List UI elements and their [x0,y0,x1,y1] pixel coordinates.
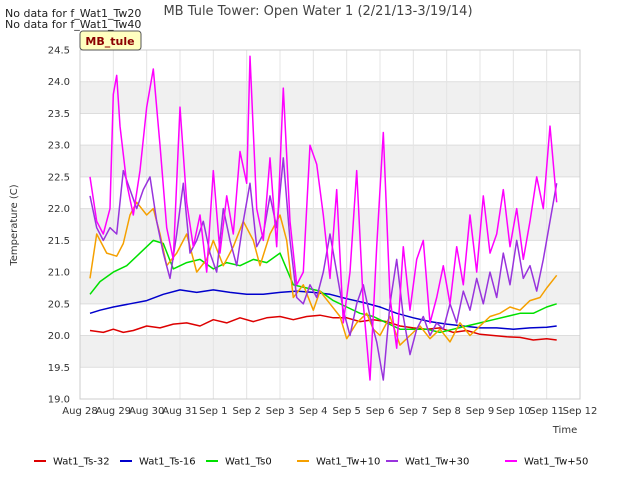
y-tick-label: 19.5 [48,363,70,374]
plot-background [80,81,580,368]
legend-label: Wat1_Tw+50 [524,457,588,468]
x-tick-label: Sep 8 [432,406,460,417]
no-data-note-2: No data for f_Wat1_Tw40 [5,18,142,31]
x-tick-label: Aug 28 [62,406,97,417]
site-badge: MB_tule [79,30,142,51]
legend-label: Wat1_Tw+30 [405,457,469,468]
x-tick-label: Sep 7 [399,406,427,417]
grid-band [80,335,580,368]
x-tick-label: Sep 6 [366,406,394,417]
x-tick-label: Sep 4 [299,406,327,417]
legend-label: Wat1_Tw+10 [316,457,380,468]
x-tick-label: Aug 30 [129,406,164,417]
chart-title: MB Tule Tower: Open Water 1 (2/21/13-3/1… [163,4,472,19]
y-tick-label: 22.0 [48,204,70,215]
x-tick-label: Sep 9 [466,406,494,417]
y-tick-label: 21.0 [48,268,70,279]
legend-label: Wat1_Ts-16 [139,457,196,468]
y-tick-label: 20.0 [48,331,70,342]
plot-frame [79,49,581,400]
series-line-Wat1_Tw+30 [89,157,558,381]
x-tick-label: Sep 12 [563,406,598,417]
no-data-note-1: No data for f_Wat1_Tw20 [5,7,142,20]
y-tick-label: 22.5 [48,172,70,183]
grid-band [80,145,580,177]
y-tick-label: 23.0 [48,141,70,152]
x-tick-label: Sep 5 [332,406,360,417]
y-tick-label: 20.5 [48,299,70,310]
x-tick-label: Aug 31 [162,406,197,417]
y-tick-label: 24.0 [48,77,70,88]
x-tick-label: Aug 29 [96,406,131,417]
y-tick-label: 23.5 [48,109,70,120]
y-tick-label: 19.0 [48,395,70,406]
x-tick-label: Sep 10 [496,406,531,417]
series-line-Wat1_Ts-32 [89,314,557,341]
grid-band [80,81,580,114]
x-tick-label: Sep 2 [232,406,260,417]
legend-label: Wat1_Ts0 [225,457,272,468]
x-tick-label: Sep 3 [266,406,294,417]
y-axis-ticks: 19.0 19.5 20.0 20.5 21.0 21.5 22.0 22.5 23.0 23.5… [48,46,70,406]
legend: Wat1_Ts-32 Wat1_Ts-16 Wat1_Ts0 Wat1_Tw+10 Wa… [34,457,588,468]
x-tick-label: Sep 1 [199,406,227,417]
y-tick-label: 24.5 [48,46,70,57]
y-tick-label: 21.5 [48,236,70,247]
series-line-Wat1_Tw+50 [89,55,558,381]
legend-label: Wat1_Ts-32 [53,457,110,468]
site-badge-box [79,30,142,51]
x-axis-label: Time [552,425,577,436]
x-tick-label: Sep 11 [529,406,564,417]
y-axis-label: Temperature (C) [9,184,20,266]
site-badge-text: MB_tule [85,35,134,48]
series-lines [89,55,558,381]
